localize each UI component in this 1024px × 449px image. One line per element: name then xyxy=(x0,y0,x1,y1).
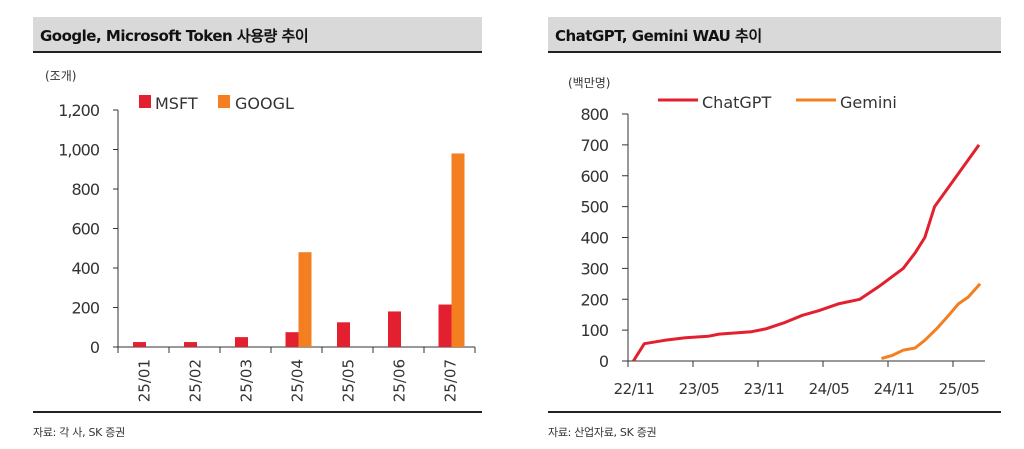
bar-y-tick-label: 1,000 xyxy=(58,141,100,160)
line-x-tick-label: 23/05 xyxy=(679,380,720,398)
line-x-tick-label: 23/11 xyxy=(744,380,785,398)
bar-msft xyxy=(235,337,248,347)
legend-label-googl: GOOGL xyxy=(235,94,294,113)
line-y-tick-label: 200 xyxy=(580,290,608,309)
bar-googl xyxy=(298,252,312,347)
bar-chart-title: Google, Microsoft Token 사용량 추이 xyxy=(40,27,309,45)
legend-label-gemini: Gemini xyxy=(840,93,897,112)
bar-msft xyxy=(388,311,401,347)
line-y-tick-label: 100 xyxy=(580,321,608,340)
line-series-chatgpt xyxy=(632,144,981,362)
bar-y-unit: (조개) xyxy=(45,69,76,83)
legend-label-msft: MSFT xyxy=(155,94,198,113)
bar-y-tick-label: 1,200 xyxy=(58,101,100,120)
bar-y-tick-label: 0 xyxy=(90,338,100,357)
line-y-tick-label: 0 xyxy=(599,352,609,371)
bar-y-tick-label: 200 xyxy=(71,299,99,318)
line-y-tick-label: 400 xyxy=(580,229,608,248)
bar-x-tick-label: 25/04 xyxy=(289,359,307,402)
bar-x-tick-label: 25/06 xyxy=(391,359,409,402)
bar-x-tick-label: 25/02 xyxy=(187,359,205,402)
bar-x-tick-label: 25/03 xyxy=(238,359,256,402)
line-chart-divider xyxy=(548,411,1001,413)
line-series-gemini xyxy=(881,282,982,360)
line-y-unit: (백만명) xyxy=(568,76,610,90)
bar-x-tick-label: 25/01 xyxy=(136,359,154,402)
bar-msft xyxy=(133,342,146,347)
bar-y-tick-label: 600 xyxy=(71,220,99,239)
bar-chart-source: 자료: 각 사, SK 증권 xyxy=(33,426,125,439)
legend-swatch-msft xyxy=(139,95,151,108)
bar-msft xyxy=(337,322,350,347)
bar-msft xyxy=(184,342,197,347)
line-y-tick-label: 700 xyxy=(580,136,608,155)
line-chart-title: ChatGPT, Gemini WAU 추이 xyxy=(555,27,762,45)
bar-chart-header: Google, Microsoft Token 사용량 추이 xyxy=(33,17,482,53)
legend-swatch-googl xyxy=(218,95,230,108)
bar-msft xyxy=(285,332,299,347)
line-y-tick-label: 800 xyxy=(580,105,608,124)
bar-x-tick-label: 25/05 xyxy=(340,359,358,402)
bar-googl xyxy=(451,153,465,347)
line-x-tick-label: 22/11 xyxy=(614,380,655,398)
bar-msft xyxy=(438,304,452,347)
bar-x-tick-label: 25/07 xyxy=(442,359,460,402)
line-chart-source: 자료: 산업자료, SK 증권 xyxy=(548,426,657,439)
line-y-tick-label: 600 xyxy=(580,167,608,186)
line-x-tick-label: 24/05 xyxy=(809,380,850,398)
legend-label-chatgpt: ChatGPT xyxy=(702,93,771,112)
bar-chart-divider xyxy=(33,411,482,413)
bar-y-tick-label: 400 xyxy=(71,259,99,278)
line-x-tick-label: 24/11 xyxy=(874,380,915,398)
line-chart-header: ChatGPT, Gemini WAU 추이 xyxy=(548,17,1001,53)
line-x-tick-label: 25/05 xyxy=(939,380,980,398)
bar-y-tick-label: 800 xyxy=(71,180,99,199)
line-y-tick-label: 500 xyxy=(580,198,608,217)
line-y-tick-label: 300 xyxy=(580,259,608,278)
